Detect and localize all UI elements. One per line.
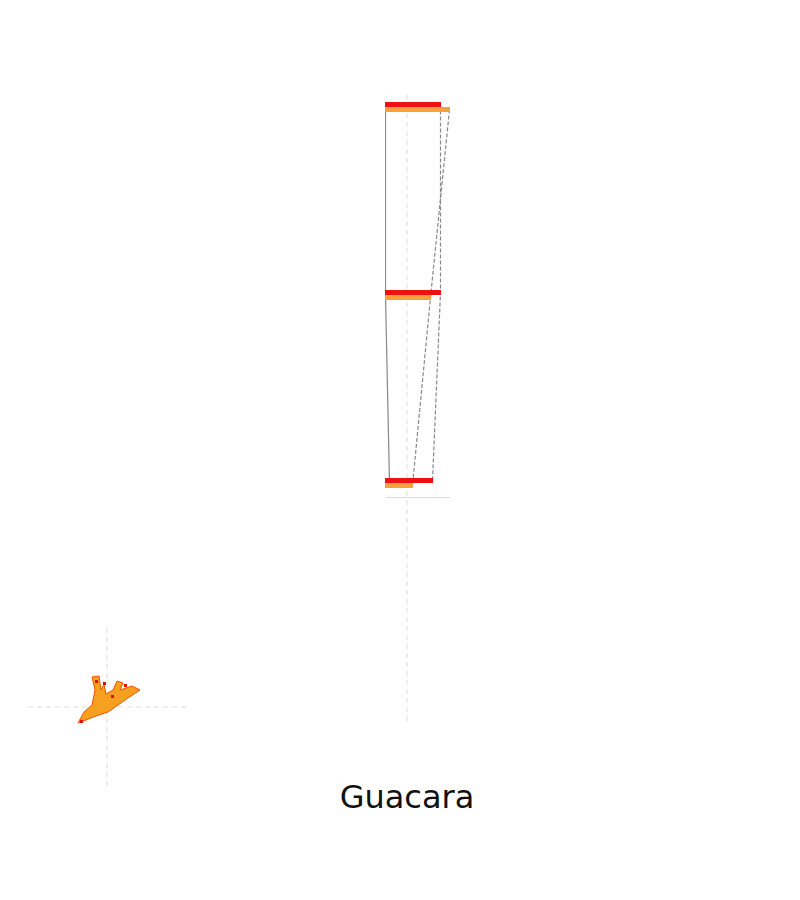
region-pixel xyxy=(111,695,114,698)
locator-map xyxy=(28,628,188,788)
region-pixel xyxy=(95,680,98,683)
title: Guacara xyxy=(340,778,475,816)
x-axis xyxy=(386,497,451,498)
bar xyxy=(385,102,441,107)
bar xyxy=(385,107,450,112)
region-pixel xyxy=(124,684,127,687)
bar xyxy=(385,295,431,300)
bar xyxy=(385,483,413,488)
plot-area xyxy=(385,102,450,488)
bar xyxy=(385,290,441,295)
region-pixel xyxy=(103,682,106,685)
bar xyxy=(385,478,433,483)
chart: Guacara xyxy=(0,0,800,900)
region-shape xyxy=(78,676,140,723)
reference-line xyxy=(407,95,408,722)
region-pixel xyxy=(80,720,83,723)
axis-line xyxy=(386,497,451,498)
